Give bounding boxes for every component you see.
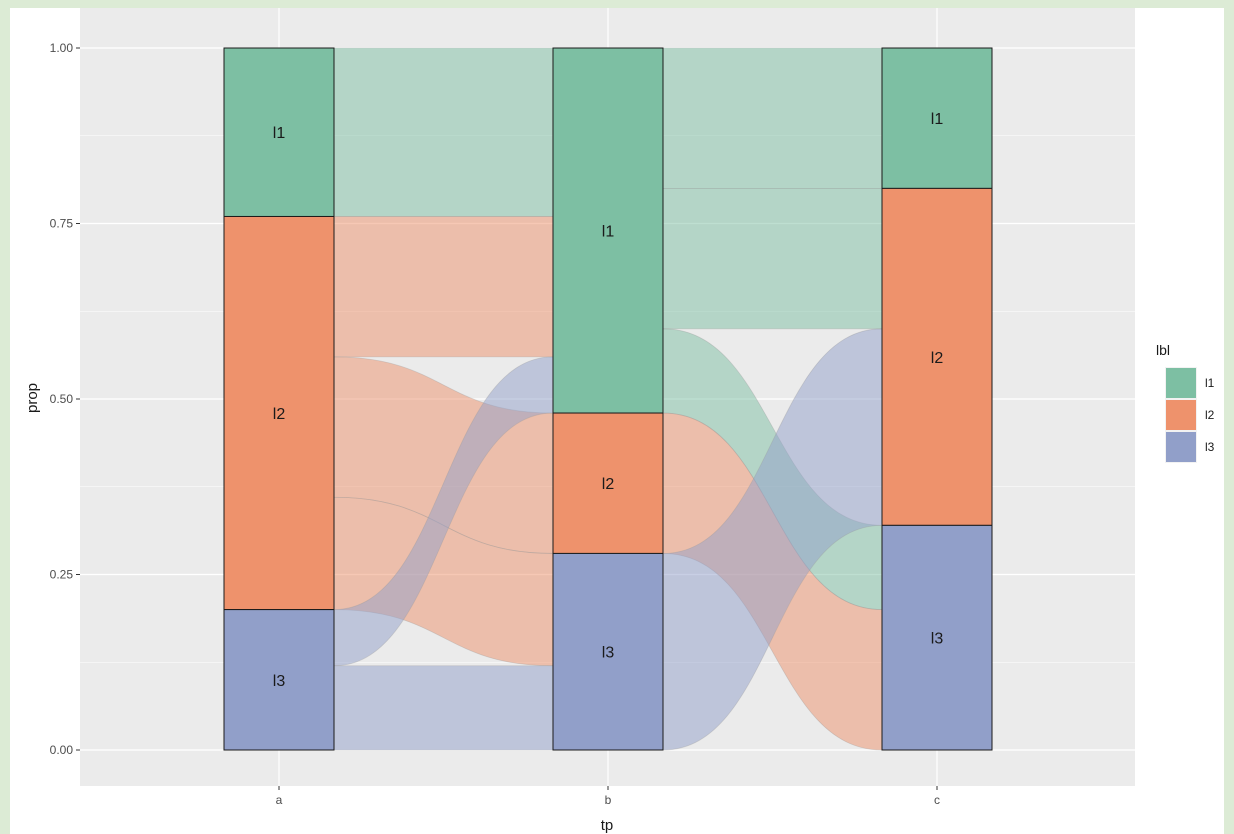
y-tick-label: 1.00 [50, 41, 74, 55]
legend: lbl l1 l2 l3 [1156, 342, 1215, 463]
flow-ribbon [662, 187, 883, 330]
bar-label: l3 [602, 645, 615, 662]
bar-label: l3 [273, 673, 286, 690]
x-axis-title: tp [601, 817, 614, 834]
bar-segment [552, 412, 664, 554]
x-tick-label: b [605, 793, 612, 807]
legend-swatch [1166, 368, 1196, 398]
y-axis: 0.00 0.25 0.50 0.75 1.00 [50, 41, 80, 757]
bar-segment [223, 609, 335, 751]
plot-frame: l1 l2 l3 l1 l2 l3 l1 l2 l3 0.00 0.25 0.50 0.75 1.00 … [10, 8, 1224, 834]
x-tick-label: c [934, 793, 940, 807]
bar-label: l1 [273, 125, 286, 142]
y-axis-title: prop [24, 383, 41, 413]
x-axis: a b c [276, 786, 940, 807]
legend-title: lbl [1156, 342, 1170, 358]
flow-ribbon [662, 47, 883, 189]
bar-segment [881, 524, 993, 751]
bar-segment [881, 47, 993, 189]
flow-ribbon [333, 665, 554, 751]
bar-label: l3 [931, 631, 944, 648]
bar-segment [223, 47, 335, 217]
bars: l1 l2 l3 l1 l2 l3 l1 l2 l3 [223, 47, 993, 751]
flow-ribbon [333, 216, 554, 358]
legend-swatch [1166, 432, 1196, 462]
legend-swatch [1166, 400, 1196, 430]
bar-segment [552, 552, 664, 751]
bar-segment [552, 47, 664, 414]
bar-label: l1 [602, 224, 615, 241]
legend-label: l1 [1205, 376, 1215, 390]
y-tick-label: 0.00 [50, 743, 74, 757]
y-tick-label: 0.75 [50, 217, 74, 231]
legend-label: l2 [1205, 408, 1215, 422]
bar-label: l1 [931, 111, 944, 128]
bar-label: l2 [931, 350, 944, 367]
y-tick-label: 0.25 [50, 568, 74, 582]
legend-label: l3 [1205, 440, 1215, 454]
bar-segment [881, 187, 993, 526]
bar-label: l2 [602, 476, 615, 493]
y-tick-label: 0.50 [50, 392, 74, 406]
flow-ribbon [333, 47, 554, 217]
bar-label: l2 [273, 406, 286, 423]
x-tick-label: a [276, 793, 283, 807]
flows [333, 47, 883, 751]
